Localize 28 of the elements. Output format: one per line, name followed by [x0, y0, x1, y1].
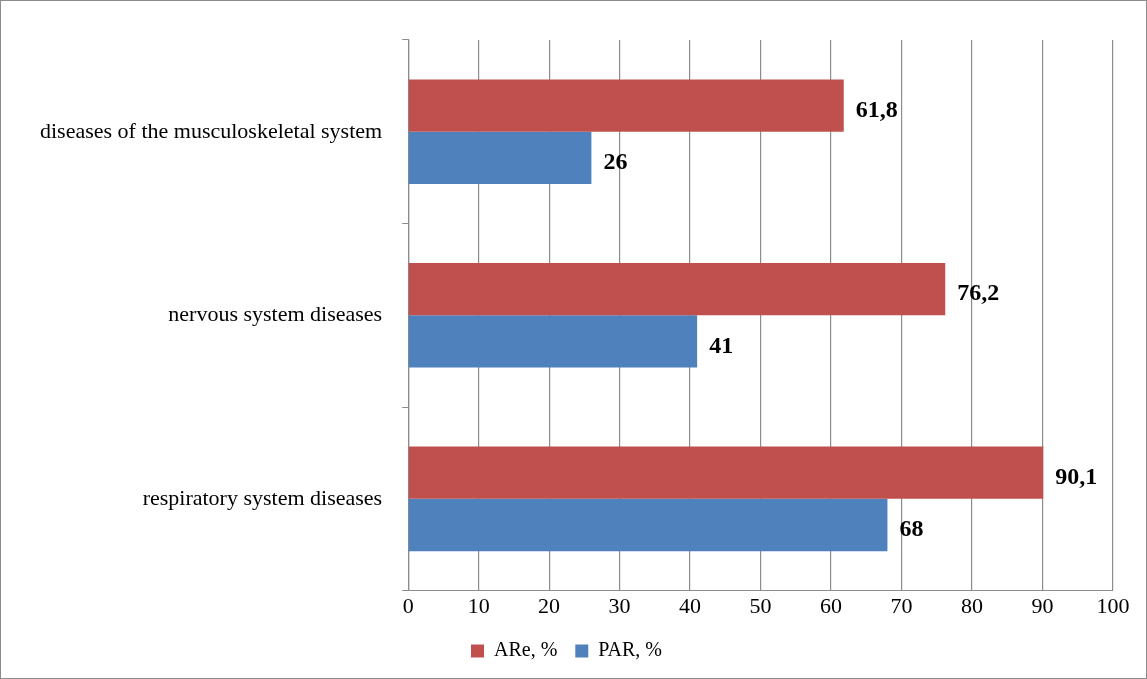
- y-tick-label: respiratory system diseases: [142, 484, 383, 510]
- data-label: 90,1: [1055, 462, 1098, 489]
- bar: [408, 262, 946, 316]
- x-tick-label: 70: [890, 592, 913, 618]
- x-tick-label: 30: [608, 592, 631, 618]
- x-tick-label: 40: [679, 592, 702, 618]
- bar: [408, 498, 888, 552]
- legend-label: PAR, %: [598, 638, 663, 661]
- x-tick-label: 80: [961, 592, 984, 618]
- y-tick-label: nervous system diseases: [168, 301, 383, 327]
- data-label: 61,8: [855, 95, 898, 122]
- x-tick-label: 10: [467, 592, 490, 618]
- x-tick-label: 50: [749, 592, 772, 618]
- data-label: 68: [899, 515, 924, 542]
- y-tick-label: diseases of the musculoskeletal system: [39, 117, 383, 143]
- bar: [408, 79, 844, 132]
- x-tick-label: 100: [1096, 592, 1130, 618]
- bar: [408, 446, 1044, 499]
- x-tick-label: 20: [538, 592, 561, 618]
- bar: [408, 131, 592, 185]
- data-label: 76,2: [957, 279, 1000, 306]
- x-tick-label: 60: [820, 592, 843, 618]
- legend-label: ARe, %: [493, 638, 558, 661]
- data-label: 26: [603, 148, 628, 175]
- bar: [408, 315, 698, 368]
- x-tick-label: 0: [402, 592, 414, 618]
- data-label: 41: [709, 331, 734, 358]
- x-tick-label: 90: [1031, 592, 1054, 618]
